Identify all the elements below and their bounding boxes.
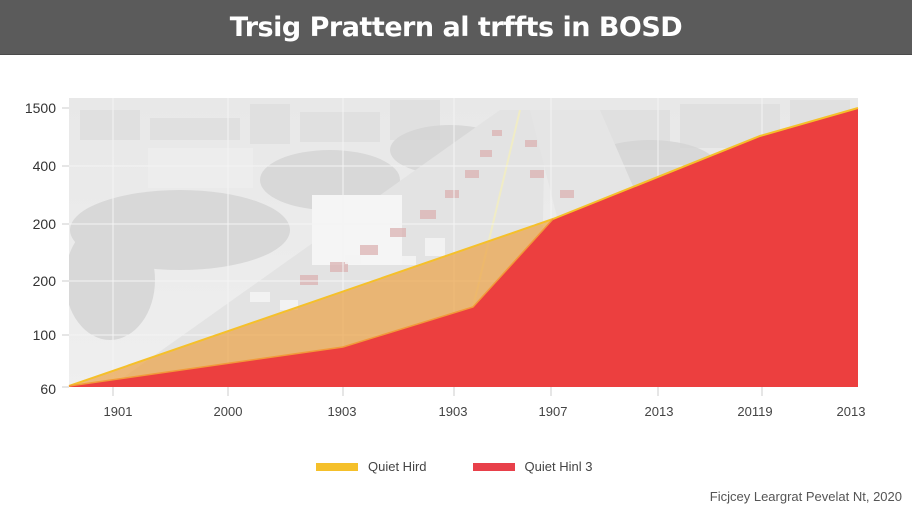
legend-swatch-red-icon	[472, 462, 515, 471]
y-tick-label: 400	[32, 158, 56, 174]
chart-title: Trsig Prattern al trffts in BOSD	[229, 11, 683, 43]
legend-label: Quiet Hird	[368, 459, 427, 474]
title-bar: Trsig Prattern al trffts in BOSD	[0, 0, 912, 55]
y-tick-label: 200	[32, 273, 56, 289]
y-tick-label: 100	[32, 327, 56, 343]
y-tick-label: 1500	[24, 100, 56, 116]
legend-label: Quiet Hinl 3	[524, 459, 593, 474]
legend-item-quiet-hird[interactable]: Quiet Hird	[316, 459, 427, 474]
x-tick-label: 2013	[836, 404, 866, 419]
y-tick-label: 60	[40, 381, 56, 397]
y-tick-label: 200	[32, 216, 56, 232]
x-tick-label: 1903	[327, 404, 357, 419]
legend-swatch-yellow-icon	[316, 462, 358, 471]
x-tick-label: 2000	[213, 404, 243, 419]
x-tick-label: 1901	[103, 404, 133, 419]
chart-legend: Quiet Hird Quiet Hinl 3	[316, 459, 638, 474]
x-tick-label: 1907	[538, 404, 568, 419]
legend-item-quiet-hinl-3[interactable]: Quiet Hinl 3	[472, 459, 593, 474]
x-tick-label: 1903	[438, 404, 468, 419]
x-tick-label: 2013	[644, 404, 674, 419]
series-red-area	[69, 108, 858, 387]
x-tick-label: 20119	[737, 404, 773, 419]
source-note: Ficjcey Leargrat Pevelat Nt, 2020	[709, 489, 902, 504]
